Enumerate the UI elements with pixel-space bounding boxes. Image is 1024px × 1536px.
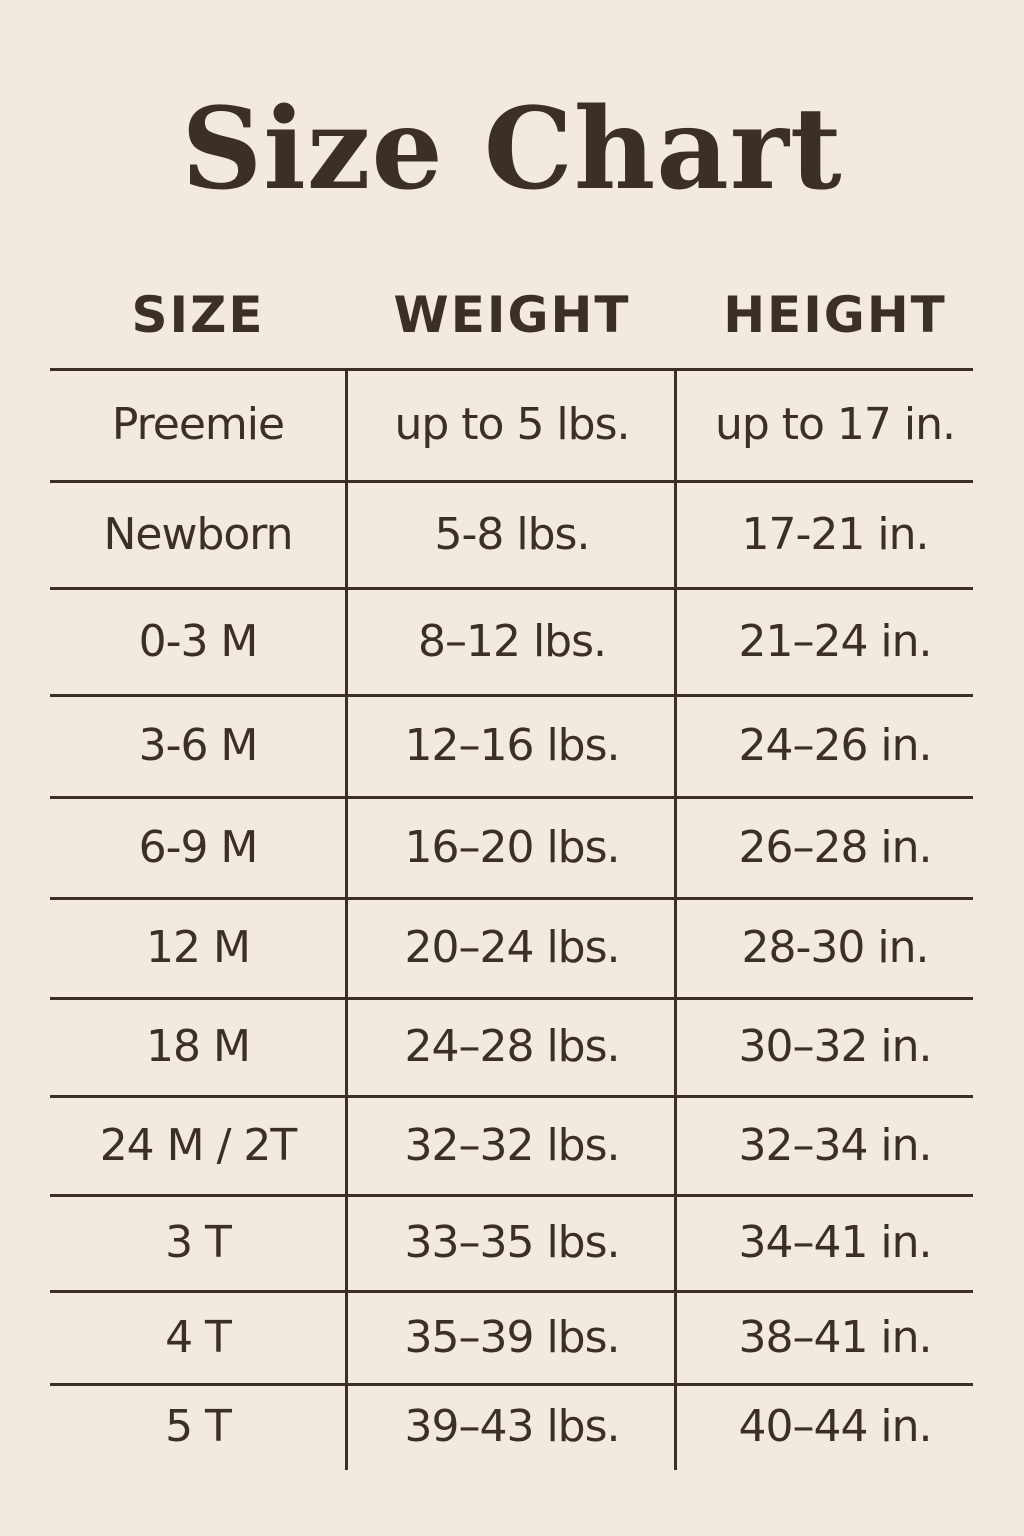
- size-cell: 24 M / 2T: [99, 1119, 298, 1171]
- height-cell: 38–41 in.: [738, 1311, 932, 1363]
- size-cell: 5 T: [165, 1401, 232, 1452]
- weight-cell: 8–12 lbs.: [417, 615, 607, 667]
- weight-cell: 5-8 lbs.: [434, 508, 591, 560]
- height-cell: 34–41 in.: [738, 1217, 932, 1268]
- weight-cell: 24–28 lbs.: [404, 1021, 620, 1072]
- header-size: SIZE: [131, 286, 265, 344]
- weight-cell: 35–39 lbs.: [404, 1311, 620, 1363]
- weight-cell: 16–20 lbs.: [404, 821, 620, 873]
- weight-cell: 39–43 lbs.: [404, 1401, 620, 1452]
- row-divider: [50, 897, 973, 900]
- size-cell: 6-9 M: [138, 821, 259, 873]
- weight-cell: 33–35 lbs.: [404, 1217, 620, 1268]
- height-cell: 24–26 in.: [738, 720, 932, 771]
- column-divider: [674, 369, 677, 1470]
- height-cell: 28-30 in.: [741, 922, 930, 973]
- size-cell: 12 M: [146, 922, 251, 973]
- height-cell: 40–44 in.: [738, 1401, 932, 1452]
- row-divider: [50, 1290, 973, 1293]
- row-divider: [50, 368, 973, 371]
- page-title: Size Chart: [181, 84, 843, 215]
- size-cell: 0-3 M: [138, 615, 259, 667]
- height-cell: 26–28 in.: [738, 821, 932, 873]
- row-divider: [50, 694, 973, 697]
- row-divider: [50, 796, 973, 799]
- weight-cell: 32–32 lbs.: [404, 1119, 620, 1171]
- height-cell: 32–34 in.: [738, 1119, 932, 1171]
- size-cell: Newborn: [103, 508, 293, 560]
- size-cell: Preemie: [111, 399, 285, 450]
- column-divider: [345, 369, 348, 1470]
- height-cell: 21–24 in.: [738, 615, 932, 667]
- row-divider: [50, 1194, 973, 1197]
- row-divider: [50, 1095, 973, 1098]
- row-divider: [50, 997, 973, 1000]
- height-cell: 17-21 in.: [741, 508, 930, 560]
- size-cell: 3-6 M: [138, 720, 259, 771]
- size-cell: 4 T: [165, 1311, 232, 1363]
- row-divider: [50, 1383, 973, 1386]
- height-cell: up to 17 in.: [714, 399, 956, 450]
- header-weight: WEIGHT: [393, 286, 631, 344]
- weight-cell: 20–24 lbs.: [404, 922, 620, 973]
- row-divider: [50, 480, 973, 483]
- height-cell: 30–32 in.: [738, 1021, 932, 1072]
- size-cell: 3 T: [165, 1217, 232, 1268]
- row-divider: [50, 587, 973, 590]
- header-height: HEIGHT: [723, 286, 947, 344]
- weight-cell: 12–16 lbs.: [404, 720, 620, 771]
- weight-cell: up to 5 lbs.: [394, 399, 630, 450]
- size-cell: 18 M: [146, 1021, 251, 1072]
